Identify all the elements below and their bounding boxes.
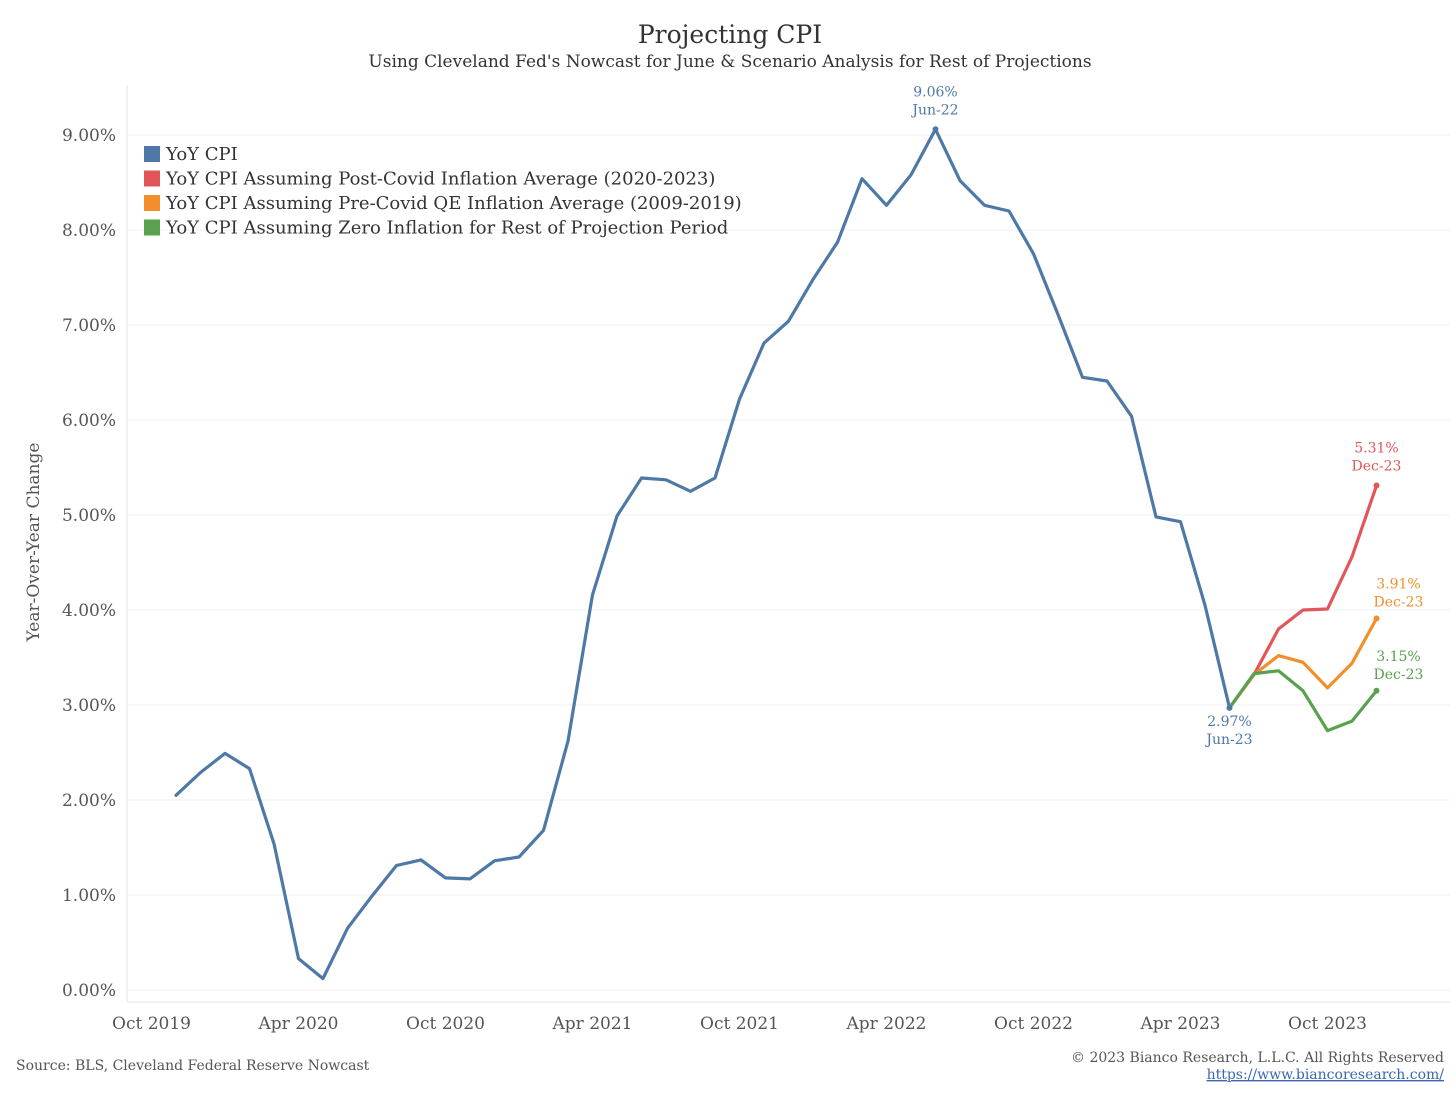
annotation-marker xyxy=(1373,482,1380,489)
x-tick-label: Oct 2022 xyxy=(994,1014,1073,1034)
y-tick-label: 3.00% xyxy=(62,696,116,716)
y-tick-label: 2.00% xyxy=(62,791,116,811)
y-tick-label: 8.00% xyxy=(62,221,116,241)
series-line-3 xyxy=(1227,616,1379,710)
y-tick-label: 1.00% xyxy=(62,886,116,906)
annotation-value: 5.31% xyxy=(1354,441,1398,457)
x-tick-label: Oct 2023 xyxy=(1288,1014,1367,1034)
x-axis-ticks: Oct 2019 Apr 2020 Oct 2020 Apr 2021 Oct 2021… xyxy=(112,1014,1367,1034)
point-annotations: 9.06% Jun-22 2.97% Jun-23 5.31% Dec-23 3.91% De… xyxy=(910,84,1423,748)
y-tick-label: 7.00% xyxy=(62,316,116,336)
legend-label: YoY CPI Assuming Zero Inflation for Rest… xyxy=(165,218,728,239)
chart-subtitle: Using Cleveland Fed's Nowcast for June &… xyxy=(368,52,1091,72)
x-tick-label: Apr 2020 xyxy=(258,1014,339,1034)
chart-title: Projecting CPI xyxy=(638,20,822,49)
legend-label: YoY CPI Assuming Post-Covid Inflation Av… xyxy=(165,169,715,190)
source-note: Source: BLS, Cleveland Federal Reserve N… xyxy=(16,1058,370,1074)
legend: YoY CPI YoY CPI Assuming Post-Covid Infla… xyxy=(144,144,742,239)
annotation-date: Jun-22 xyxy=(910,102,958,118)
x-tick-label: Oct 2021 xyxy=(700,1014,779,1034)
legend-label: YoY CPI xyxy=(165,144,238,165)
annotation-value: 2.97% xyxy=(1207,714,1251,730)
y-tick-label: 6.00% xyxy=(62,411,116,431)
annotation-marker xyxy=(932,126,939,133)
y-tick-label: 5.00% xyxy=(62,506,116,526)
series-line-4 xyxy=(1227,669,1379,733)
annotation-date: Dec-23 xyxy=(1374,667,1424,683)
gridlines xyxy=(127,134,1450,991)
y-axis-ticks: 0.00% 1.00% 2.00% 3.00% 4.00% 5.00% 6.00% 7.00%… xyxy=(62,126,116,1001)
y-tick-label: 9.00% xyxy=(62,126,116,146)
annotation-date: Jun-23 xyxy=(1204,732,1252,748)
x-tick-label: Oct 2020 xyxy=(406,1014,485,1034)
annotation-date: Dec-23 xyxy=(1374,595,1424,611)
annotation-value: 9.06% xyxy=(913,84,957,100)
annotation-value: 3.91% xyxy=(1376,577,1420,593)
annotation-marker xyxy=(1373,615,1380,622)
legend-swatch xyxy=(144,146,160,162)
y-tick-label: 0.00% xyxy=(62,981,116,1001)
legend-swatch xyxy=(144,195,160,211)
x-tick-label: Apr 2023 xyxy=(1140,1014,1221,1034)
annotation-marker xyxy=(1226,704,1233,711)
annotation-marker xyxy=(1373,687,1380,694)
annotation-date: Dec-23 xyxy=(1352,459,1402,475)
legend-swatch xyxy=(144,170,160,187)
x-tick-label: Oct 2019 xyxy=(112,1014,191,1034)
series-lines xyxy=(174,127,1379,981)
annotation-value: 3.15% xyxy=(1376,649,1420,665)
x-tick-label: Apr 2022 xyxy=(846,1014,927,1034)
website-link[interactable]: https://www.biancoresearch.com/ xyxy=(1207,1067,1445,1083)
copyright-note: © 2023 Bianco Research, L.L.C. All Right… xyxy=(1071,1050,1444,1066)
x-tick-label: Apr 2021 xyxy=(552,1014,633,1034)
series-line-1 xyxy=(174,127,1232,981)
y-axis-label: Year-Over-Year Change xyxy=(24,443,44,643)
plot-area xyxy=(126,85,1450,1003)
y-tick-label: 4.00% xyxy=(62,601,116,621)
legend-swatch xyxy=(144,219,160,236)
legend-label: YoY CPI Assuming Pre-Covid QE Inflation … xyxy=(165,193,742,214)
